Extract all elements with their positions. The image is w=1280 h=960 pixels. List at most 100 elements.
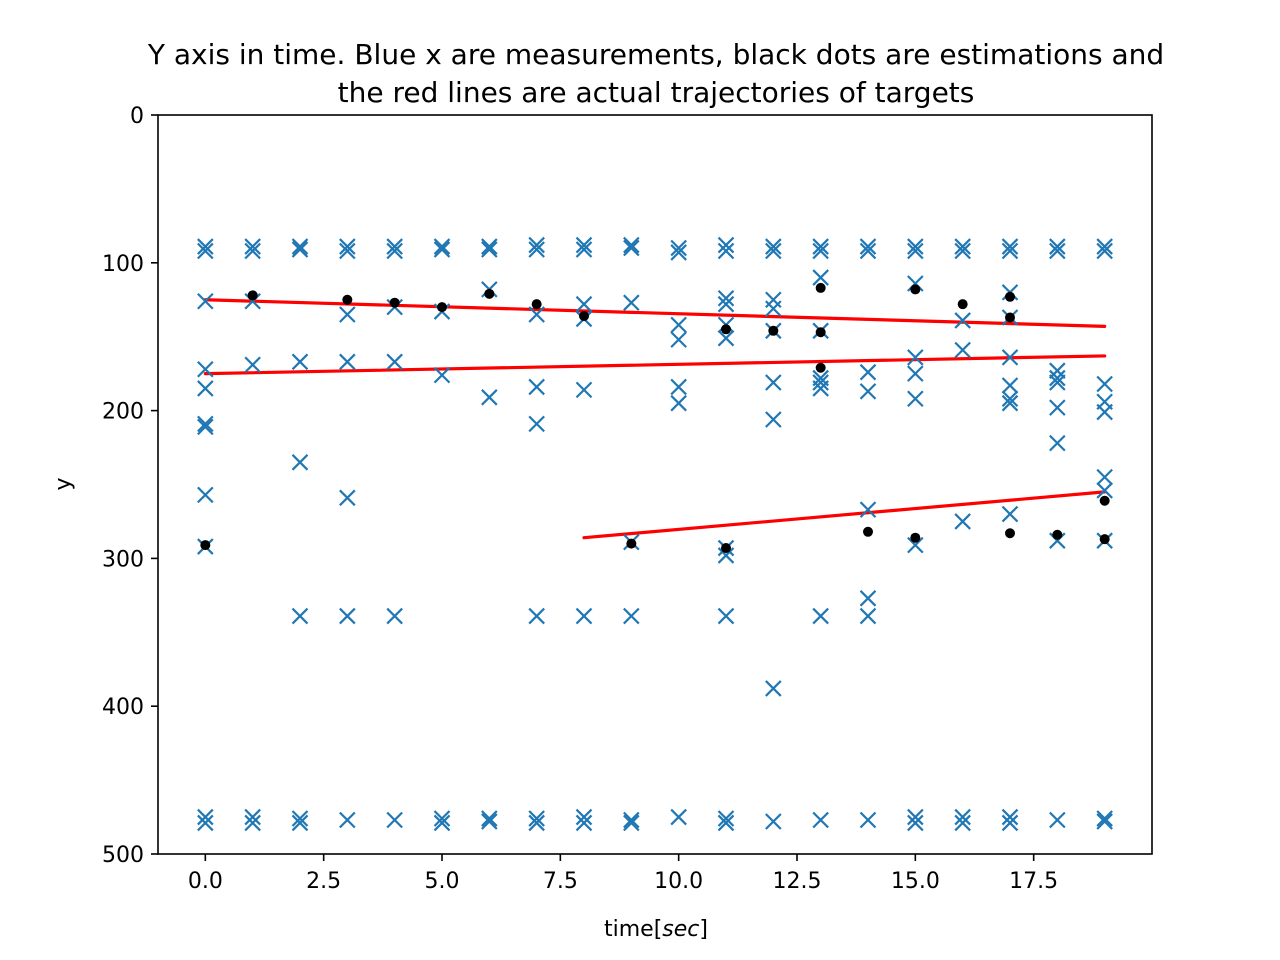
y-axis-label: y [51, 477, 76, 490]
measurement-marker [1096, 482, 1113, 499]
measurement-marker [812, 380, 829, 397]
measurement-marker [339, 607, 356, 625]
measurement-marker [717, 295, 735, 313]
measurement-marker [1049, 811, 1066, 829]
measurement-marker [481, 238, 498, 255]
trajectory-line [203, 354, 1107, 376]
x-axis-label: time[sec] [604, 917, 708, 942]
estimation-marker [484, 288, 495, 299]
trajectory-line [582, 490, 1107, 540]
measurement-marker [907, 349, 924, 366]
estimation-marker [815, 282, 826, 293]
estimation-marker [389, 297, 400, 308]
measurement-marker [1049, 362, 1066, 379]
estimation-marker [1052, 529, 1063, 540]
measurement-marker [812, 374, 829, 391]
estimation-marker [1099, 495, 1110, 506]
measurement-marker [197, 486, 214, 504]
measurement-marker [1049, 242, 1066, 260]
measurement-marker [575, 236, 593, 254]
measurement-marker [528, 306, 545, 323]
measurement-marker [717, 810, 735, 827]
measurement-marker [1096, 810, 1113, 827]
measurement-marker [339, 811, 356, 829]
measurement-marker [670, 331, 687, 348]
measurement-marker [717, 607, 735, 625]
measurement-marker [954, 513, 971, 530]
measurement-marker [1049, 434, 1066, 452]
measurement-marker [670, 378, 687, 396]
measurement-marker [528, 241, 545, 258]
estimation-marker [863, 526, 873, 537]
estimation-marker [721, 543, 731, 554]
measurement-marker [670, 808, 687, 826]
trajectory-line [203, 298, 1107, 328]
measurement-marker [339, 238, 356, 255]
measurement-marker [623, 814, 640, 832]
measurement-marker [954, 242, 971, 260]
x-tick-label: 5.0 [425, 869, 460, 894]
y-tick-label: 300 [102, 547, 144, 572]
measurement-marker [433, 366, 451, 384]
measurement-marker [528, 607, 545, 625]
measurement-marker [244, 808, 261, 826]
measurement-marker [386, 607, 403, 625]
measurement-marker [291, 241, 309, 258]
measurement-marker [907, 242, 924, 260]
measurement-marker [907, 275, 924, 292]
measurement-marker [1096, 403, 1113, 421]
measurement-marker [291, 353, 309, 371]
estimation-marker [342, 294, 353, 305]
measurement-marker [528, 415, 545, 433]
estimation-marker [815, 327, 826, 338]
measurement-marker [575, 808, 593, 826]
chart-title-line-2: the red lines are actual trajectories of… [338, 76, 975, 109]
measurement-marker [907, 365, 924, 382]
x-tick-label: 7.5 [543, 869, 578, 894]
measurement-marker [765, 238, 782, 255]
estimation-markers [200, 282, 1110, 554]
measurement-marker [1096, 238, 1113, 255]
measurement-marker [670, 316, 687, 334]
x-tick-label: 0.0 [188, 869, 223, 894]
measurement-marker [197, 242, 214, 260]
estimation-marker [437, 302, 447, 313]
x-tick-label: 10.0 [654, 869, 703, 894]
x-axis-label-suffix: ] [699, 917, 708, 942]
x-tick-label: 2.5 [306, 869, 341, 894]
measurement-marker [575, 814, 593, 832]
measurement-marker [954, 814, 971, 832]
measurement-marker [339, 353, 356, 371]
measurement-marker [244, 356, 261, 374]
measurement-marker [859, 501, 877, 518]
measurement-marker [1096, 813, 1113, 830]
measurement-marker [954, 312, 971, 329]
trajectory-lines [203, 298, 1107, 540]
measurement-marker [197, 380, 214, 397]
measurement-marker [1001, 814, 1019, 832]
measurement-marker [291, 810, 309, 827]
measurement-marker [481, 241, 498, 258]
measurement-marker [717, 242, 735, 260]
measurement-marker [386, 811, 403, 829]
measurement-marker [291, 814, 309, 832]
estimation-marker [1005, 312, 1015, 323]
measurement-marker [623, 294, 640, 311]
measurement-marker [481, 810, 498, 827]
measurement-marker [1049, 369, 1066, 387]
estimation-marker [721, 324, 731, 335]
measurement-marker [907, 814, 924, 832]
measurement-marker [954, 341, 971, 359]
measurement-marker [1096, 468, 1113, 486]
measurement-marker [575, 241, 593, 258]
measurement-marker [528, 236, 545, 254]
measurement-marker [765, 242, 782, 260]
measurement-marker [1001, 349, 1019, 366]
measurement-marker [197, 238, 214, 255]
y-axis-ticks: 0 100 200 300 400 500 [102, 104, 158, 868]
estimation-marker [1005, 528, 1015, 539]
x-axis-label-prefix: time[ [604, 917, 662, 942]
estimation-marker [1099, 534, 1110, 545]
measurement-marker [859, 590, 877, 607]
